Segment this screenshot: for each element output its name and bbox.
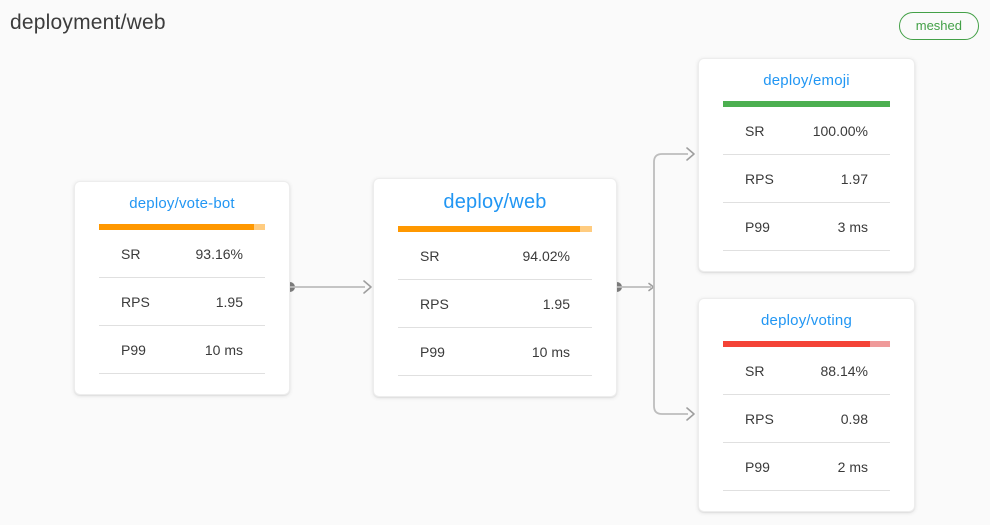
node-card-web[interactable]: deploy/web SR 94.02% RPS 1.95 P99 10 ms <box>373 178 617 397</box>
metric-label: P99 <box>745 218 770 235</box>
metric-label: SR <box>745 362 765 379</box>
metric-row-sr: SR 100.00% <box>723 107 890 155</box>
metric-row-p99: P99 3 ms <box>723 203 890 251</box>
node-card-emoji[interactable]: deploy/emoji SR 100.00% RPS 1.97 P99 3 m… <box>698 58 915 272</box>
metric-value: 94.02% <box>522 247 570 264</box>
metric-value: 1.95 <box>215 293 243 310</box>
metric-row-rps: RPS 0.98 <box>723 395 890 443</box>
edge-web-to-emoji <box>653 147 695 287</box>
metric-row-rps: RPS 1.97 <box>723 155 890 203</box>
metric-row-p99: P99 10 ms <box>99 326 265 374</box>
metric-value: 100.00% <box>812 122 868 139</box>
metric-value: 10 ms <box>204 341 243 358</box>
node-card-vote-bot[interactable]: deploy/vote-bot SR 93.16% RPS 1.95 P99 1… <box>74 181 290 395</box>
metric-value: 93.16% <box>195 245 243 262</box>
metric-label: RPS <box>420 295 449 312</box>
metric-value: 1.95 <box>542 295 570 312</box>
success-rate-bar <box>398 226 592 232</box>
metric-label: SR <box>420 247 440 264</box>
metric-row-rps: RPS 1.95 <box>99 278 265 326</box>
metric-value: 3 ms <box>837 218 868 235</box>
metric-label: RPS <box>121 293 150 310</box>
metric-label: P99 <box>121 341 146 358</box>
metrics-table: SR 88.14% RPS 0.98 P99 2 ms <box>723 347 890 491</box>
metric-value: 2 ms <box>837 458 868 475</box>
node-link-web[interactable]: deploy/web <box>443 191 547 213</box>
metric-row-rps: RPS 1.95 <box>398 280 592 328</box>
metric-row-sr: SR 88.14% <box>723 347 890 395</box>
metric-label: RPS <box>745 170 774 187</box>
metric-row-p99: P99 10 ms <box>398 328 592 376</box>
metric-label: RPS <box>745 410 774 427</box>
edge-web-to-voting <box>653 287 695 421</box>
edge-web-branch <box>617 282 655 292</box>
metric-label: SR <box>121 245 141 262</box>
metrics-table: SR 100.00% RPS 1.97 P99 3 ms <box>723 107 890 251</box>
metric-value: 0.98 <box>840 410 868 427</box>
metric-row-sr: SR 93.16% <box>99 230 265 278</box>
node-link-voting[interactable]: deploy/voting <box>761 311 852 329</box>
metric-label: SR <box>745 122 765 139</box>
metric-row-sr: SR 94.02% <box>398 232 592 280</box>
meshed-status-badge: meshed <box>898 12 979 40</box>
metric-value: 1.97 <box>840 170 868 187</box>
metric-label: P99 <box>420 343 445 360</box>
node-link-vote-bot[interactable]: deploy/vote-bot <box>129 194 235 212</box>
success-rate-bar <box>99 224 265 230</box>
metric-value: 88.14% <box>820 362 868 379</box>
node-card-voting[interactable]: deploy/voting SR 88.14% RPS 0.98 P99 2 m… <box>698 298 915 512</box>
node-link-emoji[interactable]: deploy/emoji <box>763 71 850 89</box>
metrics-table: SR 94.02% RPS 1.95 P99 10 ms <box>398 232 592 376</box>
page-title: deployment/web <box>10 11 166 34</box>
metric-label: P99 <box>745 458 770 475</box>
success-rate-bar <box>723 101 890 107</box>
metrics-table: SR 93.16% RPS 1.95 P99 10 ms <box>99 230 265 374</box>
edge-votebot-to-web <box>290 280 372 294</box>
metric-row-p99: P99 2 ms <box>723 443 890 491</box>
success-rate-bar <box>723 341 890 347</box>
metric-value: 10 ms <box>531 343 570 360</box>
